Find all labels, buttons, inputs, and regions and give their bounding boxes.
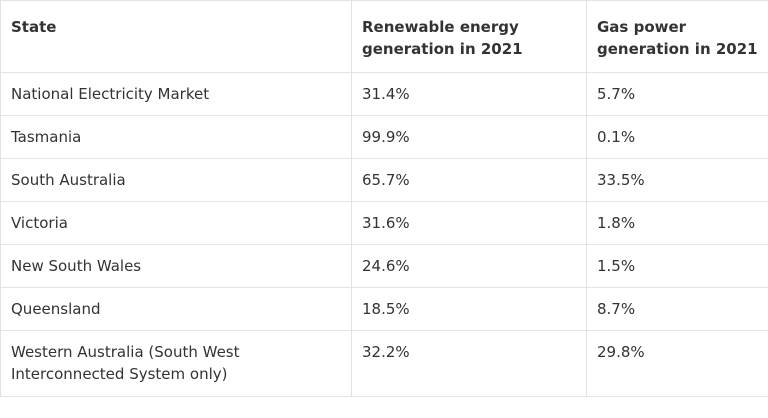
cell-state: Tasmania [0,115,352,159]
cell-renewable: 24.6% [351,244,587,288]
cell-state: Queensland [0,287,352,331]
cell-renewable: 31.4% [351,72,587,116]
header-state: State [0,0,352,73]
cell-state: New South Wales [0,244,352,288]
cell-gas: 1.8% [586,201,768,245]
energy-generation-table: State Renewable energy generation in 202… [0,0,768,397]
cell-gas: 8.7% [586,287,768,331]
cell-gas: 33.5% [586,158,768,202]
table-row: Western Australia (South West Interconne… [0,330,768,397]
cell-state: National Electricity Market [0,72,352,116]
cell-gas: 0.1% [586,115,768,159]
table-row: South Australia 65.7% 33.5% [0,158,768,202]
cell-state: Victoria [0,201,352,245]
header-renewable-energy: Renewable energy generation in 2021 [351,0,587,73]
cell-renewable: 31.6% [351,201,587,245]
table-row: Victoria 31.6% 1.8% [0,201,768,245]
cell-renewable: 18.5% [351,287,587,331]
cell-gas: 1.5% [586,244,768,288]
table-row: Queensland 18.5% 8.7% [0,287,768,331]
cell-state: South Australia [0,158,352,202]
table-row: New South Wales 24.6% 1.5% [0,244,768,288]
table-header-row: State Renewable energy generation in 202… [0,0,768,73]
energy-table-container: State Renewable energy generation in 202… [0,0,768,397]
cell-renewable: 65.7% [351,158,587,202]
cell-renewable: 32.2% [351,330,587,397]
header-gas-power: Gas power generation in 2021 [586,0,768,73]
cell-gas: 5.7% [586,72,768,116]
cell-gas: 29.8% [586,330,768,397]
table-row: National Electricity Market 31.4% 5.7% [0,72,768,116]
table-row: Tasmania 99.9% 0.1% [0,115,768,159]
cell-renewable: 99.9% [351,115,587,159]
cell-state: Western Australia (South West Interconne… [0,330,352,397]
